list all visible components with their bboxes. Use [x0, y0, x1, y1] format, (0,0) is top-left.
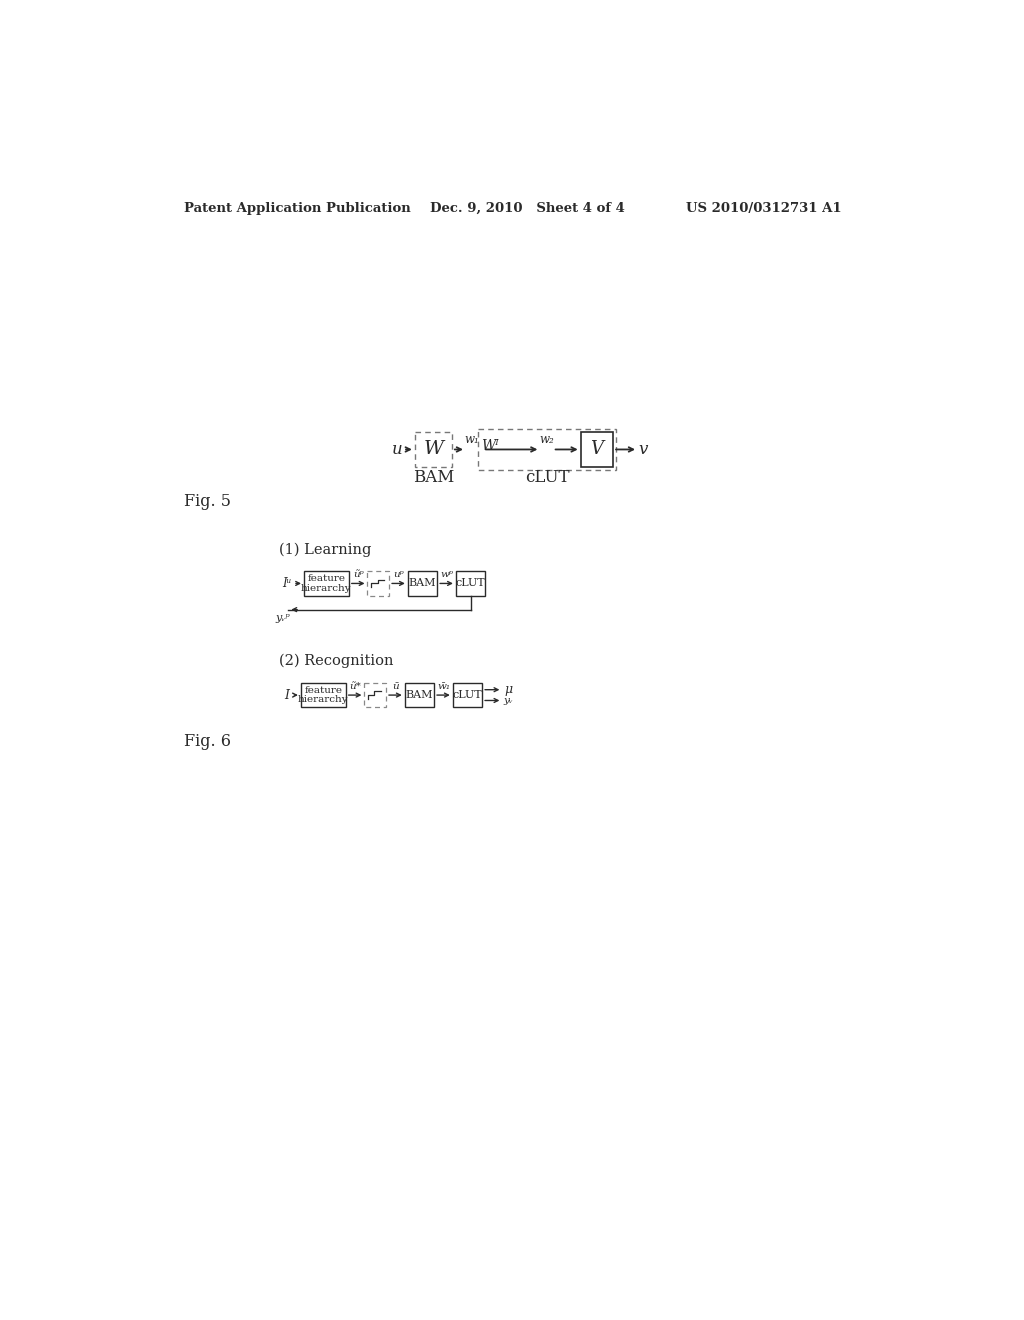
Text: cLUT: cLUT [456, 578, 485, 589]
Text: hierarchy: hierarchy [301, 583, 351, 593]
Bar [456, 572, 485, 595]
Bar [404, 682, 434, 708]
Text: Dec. 9, 2010   Sheet 4 of 4: Dec. 9, 2010 Sheet 4 of 4 [430, 202, 625, 215]
Text: BAM: BAM [409, 578, 436, 589]
Text: Patent Application Publication: Patent Application Publication [183, 202, 411, 215]
Text: u: u [392, 441, 403, 458]
Text: Fig. 6: Fig. 6 [183, 733, 230, 750]
Text: uᵖ: uᵖ [393, 570, 403, 579]
Text: BAM: BAM [413, 469, 454, 486]
Bar [581, 432, 613, 467]
Text: cLUT: cLUT [453, 690, 482, 700]
Text: Fig. 5: Fig. 5 [183, 494, 230, 511]
Text: (1) Learning: (1) Learning [280, 543, 372, 557]
Text: yᵥ: yᵥ [504, 696, 513, 705]
Bar [478, 429, 616, 470]
Text: US 2010/0312731 A1: US 2010/0312731 A1 [686, 202, 842, 215]
Text: hierarchy: hierarchy [298, 696, 348, 704]
Bar [415, 432, 452, 467]
Text: cLUT: cLUT [525, 469, 569, 486]
Text: Iᵘ: Iᵘ [283, 577, 292, 590]
Text: (2) Recognition: (2) Recognition [280, 653, 393, 668]
Bar [453, 682, 482, 708]
Text: wᵖ: wᵖ [440, 570, 453, 579]
Text: I: I [285, 689, 290, 702]
Text: V: V [591, 441, 603, 458]
Bar [365, 682, 386, 708]
Text: W: W [423, 441, 443, 458]
Bar [408, 572, 437, 595]
Text: BAM: BAM [406, 690, 433, 700]
Text: v: v [639, 441, 648, 458]
Text: Wᴵ: Wᴵ [481, 438, 499, 453]
Bar [301, 682, 346, 708]
Text: w̄₁: w̄₁ [437, 682, 450, 692]
Text: feature: feature [307, 574, 345, 583]
Text: ū: ū [392, 682, 398, 692]
Bar [368, 572, 389, 595]
Text: ũ*: ũ* [349, 682, 361, 692]
Text: ũᵖ: ũᵖ [353, 570, 364, 579]
Text: w₁: w₁ [465, 433, 479, 446]
Text: μ: μ [505, 684, 513, 696]
Text: w₂: w₂ [539, 433, 554, 446]
Text: yᵥᵖ: yᵥᵖ [275, 614, 291, 623]
Bar [304, 572, 349, 595]
Text: feature: feature [304, 686, 342, 694]
